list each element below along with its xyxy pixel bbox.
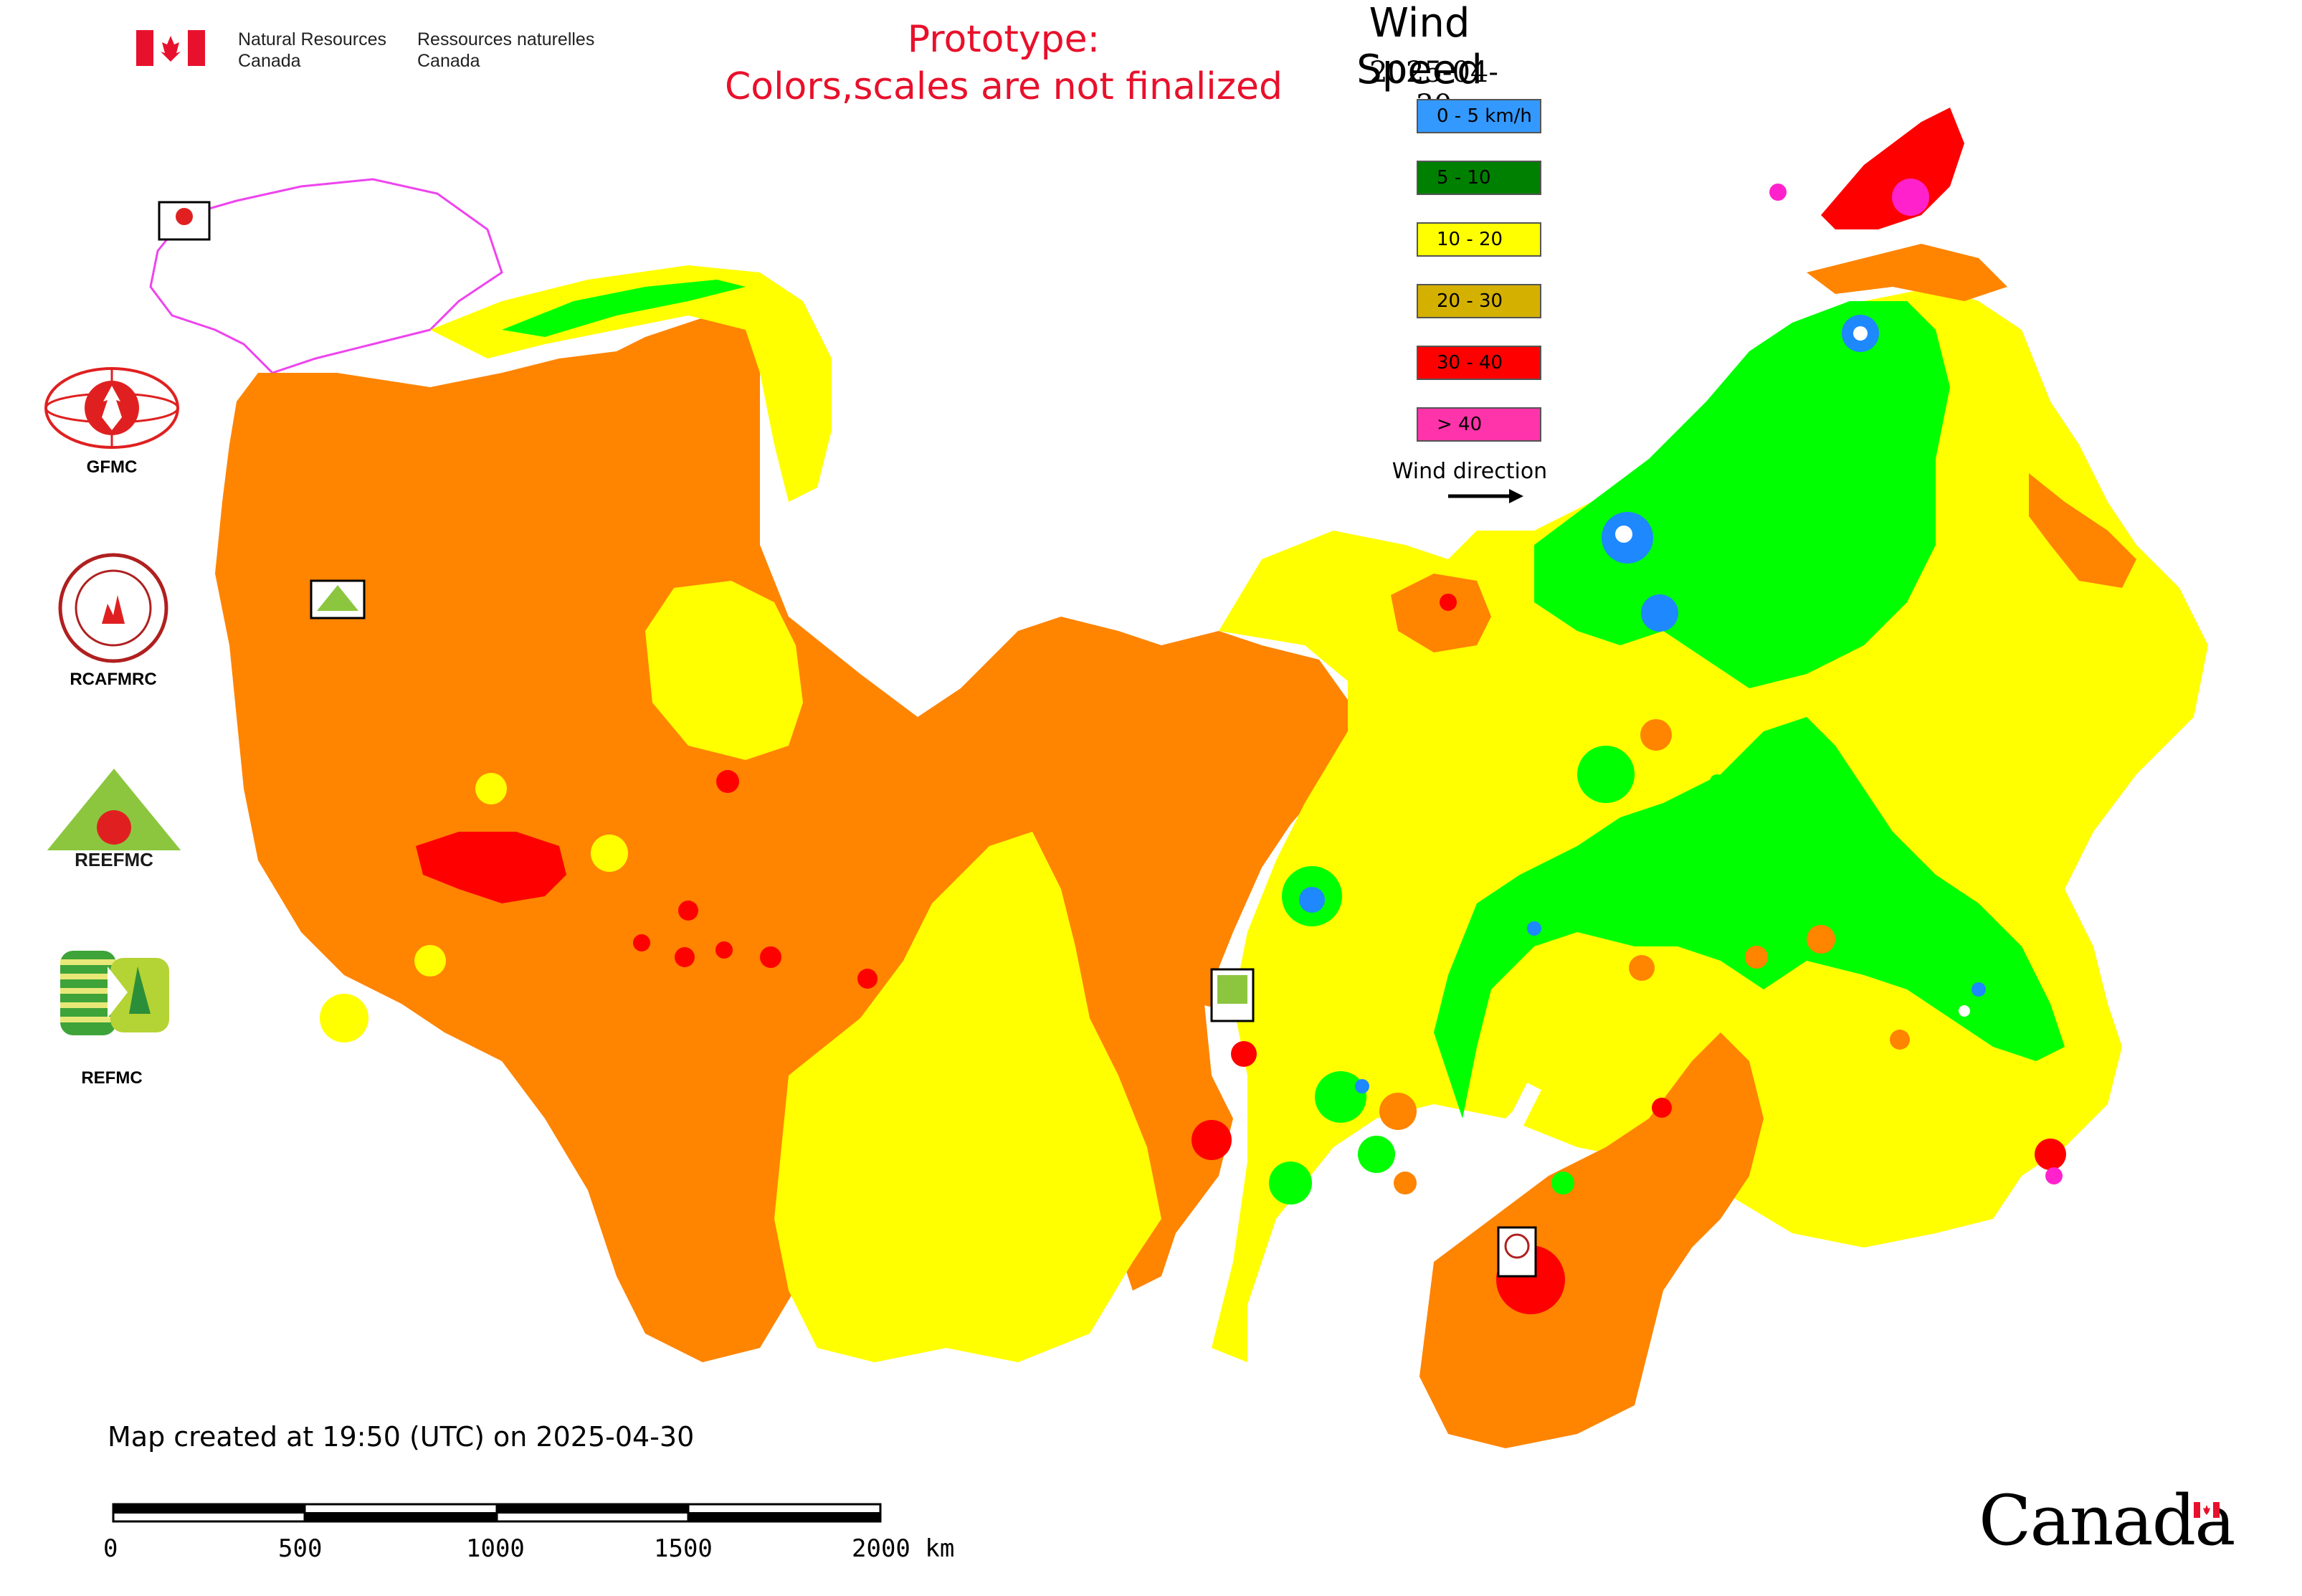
- nrcan-fr-line2: Canada: [417, 51, 480, 71]
- nrcan-name-fr: Ressources naturelles Canada: [417, 29, 594, 72]
- nrcan-en-line1: Natural Resources: [238, 29, 387, 49]
- nrcan-name-en: Natural Resources Canada: [238, 29, 386, 72]
- nrcan-fr-line1: Ressources naturelles: [417, 29, 595, 49]
- rcafmrc-logo-icon: [57, 552, 169, 664]
- blue-spots: [1299, 315, 1986, 1093]
- legend-item-10-20: 10 - 20: [1417, 222, 1541, 257]
- region-orange-kamchatka: [2029, 473, 2136, 588]
- rcafmrc-map-marker: [1497, 1226, 1537, 1278]
- prototype-line1: Prototype:: [907, 18, 1100, 61]
- canada-flag-icon: [136, 30, 205, 66]
- legend-item-5-10: 5 - 10: [1417, 161, 1541, 195]
- region-yellow-central: [645, 581, 803, 760]
- scale-tick-2000: 2000 km: [852, 1534, 955, 1563]
- scale-tick-1500: 1500: [654, 1534, 713, 1563]
- region-green-east: [1534, 301, 1950, 688]
- canada-wordmark: Canada: [1979, 1481, 2235, 1561]
- legend-title: Wind Speed: [1356, 0, 1483, 93]
- scandinavia-outline: [149, 178, 503, 374]
- scale-tick-1000: 1000: [466, 1534, 525, 1563]
- white-cores: [1615, 326, 1970, 1017]
- refmc-logo-icon: [57, 945, 172, 1041]
- scale-bar: [112, 1503, 882, 1523]
- canada-wordmark-flag-icon: [2194, 1502, 2220, 1518]
- scale-tick-0: 0: [103, 1534, 118, 1563]
- refmc-map-marker: [1210, 968, 1255, 1022]
- gfmc-map-marker: [158, 201, 211, 241]
- wind-direction-label: Wind direction: [1392, 459, 1548, 484]
- refmc-label: REFMC: [81, 1068, 143, 1088]
- region-green-arc: [502, 280, 746, 337]
- region-orange-south-east: [1419, 1032, 1764, 1448]
- legend-item-0-5: 0 - 5 km/h: [1417, 99, 1541, 133]
- red-spots: [416, 594, 2066, 1314]
- region-red-chukotka: [1821, 108, 1964, 229]
- region-orange-chukotka: [1807, 244, 2007, 301]
- gfmc-logo-icon: [42, 366, 182, 450]
- reefmc-map-marker: [310, 579, 366, 619]
- map-created-note: Map created at 19:50 (UTC) on 2025-04-30: [108, 1421, 695, 1453]
- prototype-notice: Prototype: Colors,scales are not finaliz…: [645, 16, 1362, 110]
- region-orange-sea-patch: [1391, 574, 1491, 652]
- region-yellow-south: [774, 832, 1161, 1362]
- legend-item-30-40: 30 - 40: [1417, 346, 1541, 380]
- nrcan-en-line2: Canada: [238, 51, 301, 71]
- lake-baikal: [1455, 1083, 1541, 1176]
- legend-item-over-40: > 40: [1417, 407, 1541, 442]
- magenta-spots: [1769, 179, 2063, 1184]
- prototype-line2: Colors,scales are not finalized: [724, 65, 1283, 108]
- legend-item-20-30: 20 - 30: [1417, 284, 1541, 318]
- gfmc-label: GFMC: [86, 457, 138, 477]
- svg-text:REEFMC: REEFMC: [75, 849, 153, 870]
- yellow-spots: [320, 773, 628, 1042]
- rcafmrc-label: RCAFMRC: [70, 670, 157, 689]
- arrow-right-icon: [1448, 489, 1523, 503]
- scale-tick-500: 500: [278, 1534, 323, 1563]
- region-green-south: [1434, 717, 2065, 1118]
- reefmc-logo-icon: REEFMC: [37, 766, 191, 873]
